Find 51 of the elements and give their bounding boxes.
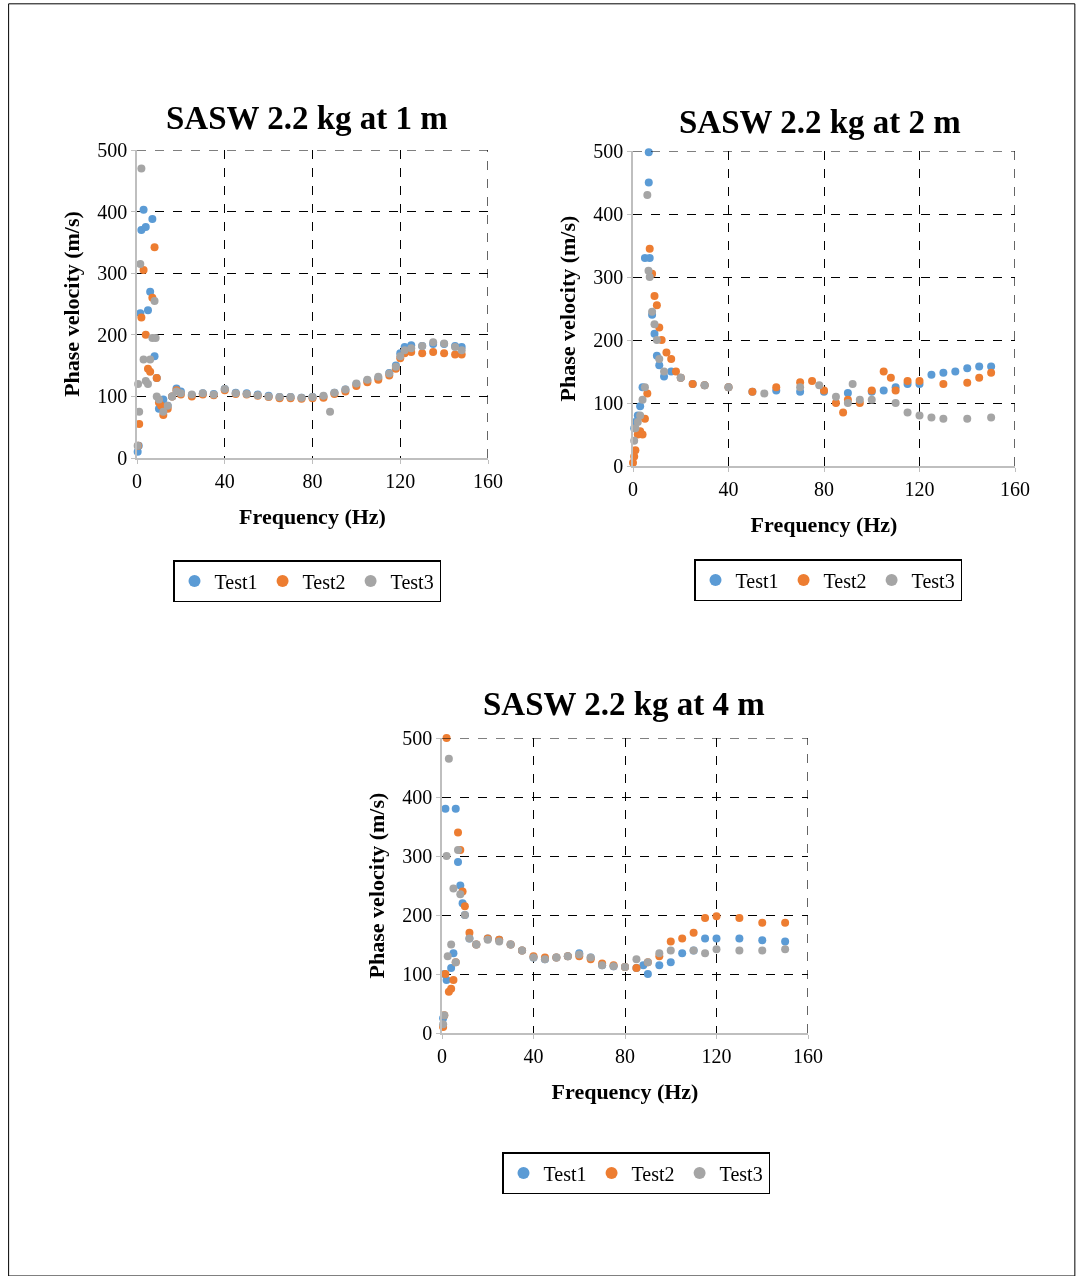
legend-label: Test3 — [719, 1162, 763, 1185]
x-tick-label: 160 — [473, 469, 503, 492]
x-tick-label: 0 — [437, 1044, 447, 1067]
chart-title: SASW 2.2 kg at 2 m — [679, 104, 961, 140]
y-tick-label: 400 — [97, 200, 128, 223]
x-tick-label: 0 — [628, 477, 638, 500]
chart-title: SASW 2.2 kg at 4 m — [483, 686, 765, 722]
legend-label: Test2 — [302, 570, 346, 593]
x-tick-label: 80 — [302, 469, 323, 492]
y-tick-label: 100 — [402, 963, 433, 985]
legend-label: Test1 — [735, 569, 779, 592]
x-tick-label: 160 — [1000, 477, 1030, 500]
y-axis-title: Phase velocity (m/s) — [363, 792, 389, 979]
y-tick-label: 400 — [402, 786, 433, 808]
legend-label: Test3 — [390, 570, 434, 593]
y-tick-label: 500 — [402, 727, 433, 749]
legend-label: Test2 — [823, 569, 867, 592]
x-tick-label: 80 — [814, 477, 834, 500]
y-tick-label: 200 — [593, 329, 624, 351]
y-tick-label: 500 — [97, 139, 128, 161]
y-tick-label: 500 — [593, 140, 624, 162]
y-tick-label: 300 — [593, 266, 624, 288]
y-tick-label: 200 — [97, 323, 128, 346]
x-axis-title: Frequency (Hz) — [750, 512, 898, 538]
legend-label: Test2 — [631, 1162, 675, 1185]
x-tick-label: 0 — [132, 469, 142, 492]
x-tick-label: 40 — [214, 469, 235, 492]
x-tick-label: 160 — [793, 1044, 823, 1067]
y-tick-label: 0 — [422, 1022, 433, 1044]
y-tick-label: 300 — [97, 262, 128, 285]
x-tick-label: 40 — [523, 1044, 544, 1067]
y-tick-label: 400 — [593, 203, 624, 225]
y-tick-label: 100 — [97, 385, 128, 408]
y-tick-label: 100 — [593, 392, 624, 414]
x-tick-label: 120 — [385, 469, 416, 492]
x-axis-title: Frequency (Hz) — [551, 1079, 699, 1105]
legend-label: Test1 — [543, 1162, 587, 1185]
x-tick-label: 120 — [904, 477, 935, 500]
legend-label: Test1 — [214, 570, 258, 593]
y-tick-label: 200 — [402, 904, 433, 926]
legend-label: Test3 — [911, 569, 955, 592]
y-tick-label: 0 — [613, 455, 624, 477]
y-tick-label: 300 — [402, 845, 433, 867]
y-axis-title: Phase velocity (m/s) — [554, 215, 580, 402]
x-tick-label: 80 — [615, 1044, 635, 1067]
x-tick-label: 40 — [718, 477, 739, 500]
x-axis-title: Frequency (Hz) — [239, 504, 386, 530]
chart-title: SASW 2.2 kg at 1 m — [166, 100, 448, 136]
x-tick-label: 120 — [701, 1044, 732, 1067]
y-tick-label: 0 — [117, 447, 128, 469]
y-axis-title: Phase velocity (m/s) — [58, 211, 84, 397]
